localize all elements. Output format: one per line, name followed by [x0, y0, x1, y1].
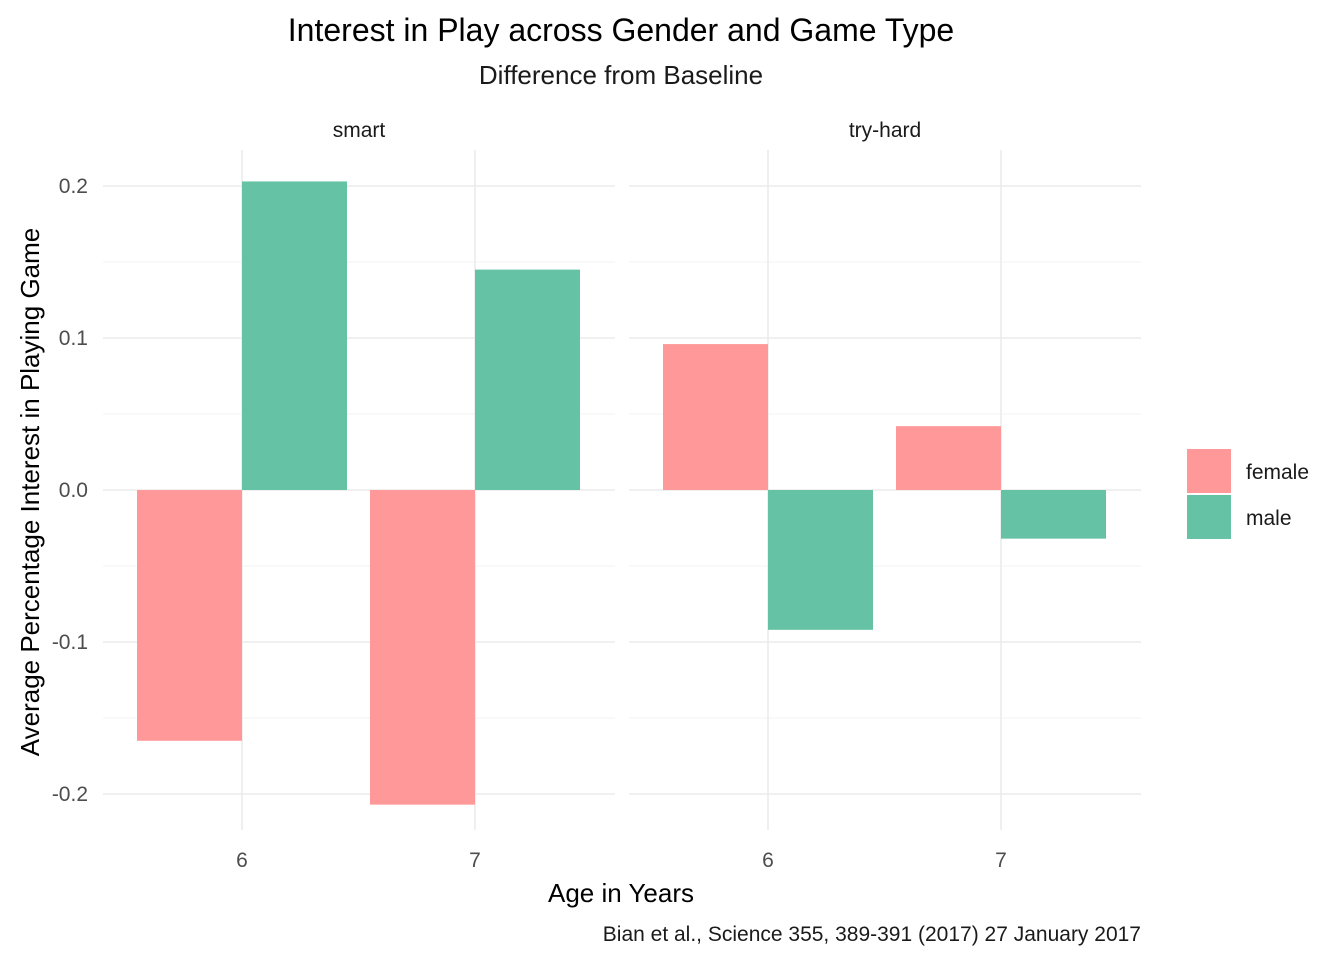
- bar-try-hard-male-6: [768, 490, 873, 630]
- chart-subtitle: Difference from Baseline: [479, 60, 763, 90]
- bar-smart-male-6: [242, 181, 347, 490]
- x-tick-label: 6: [762, 849, 774, 872]
- legend-label-female: female: [1246, 461, 1309, 484]
- chart-title: Interest in Play across Gender and Game …: [288, 12, 954, 48]
- x-tick-label: 7: [469, 849, 481, 872]
- legend-key-female: [1187, 449, 1231, 493]
- y-axis: -0.2 -0.1 0.0 0.1 0.2: [52, 175, 88, 806]
- y-tick-label: 0.1: [59, 327, 88, 350]
- y-tick-label: -0.1: [52, 631, 88, 654]
- x-axis-title: Age in Years: [548, 878, 694, 908]
- y-axis-title: Average Percentage Interest in Playing G…: [15, 228, 45, 757]
- legend-key-male: [1187, 495, 1231, 539]
- y-tick-label: 0.2: [59, 175, 88, 198]
- bar-smart-male-7: [475, 269, 580, 490]
- y-tick-label: -0.2: [52, 783, 88, 806]
- bar-try-hard-female-7: [896, 426, 1001, 490]
- panel-smart: smart 6 7: [103, 119, 615, 872]
- strip-label-try-hard: try-hard: [849, 119, 921, 142]
- x-tick-label: 7: [995, 849, 1007, 872]
- chart-caption: Bian et al., Science 355, 389-391 (2017)…: [603, 923, 1141, 946]
- bar-try-hard-female-6: [663, 344, 768, 490]
- bar-smart-female-7: [370, 490, 475, 805]
- panels: smart 6 7 try-hard 6 7: [103, 119, 1141, 872]
- panel-try-hard: try-hard 6 7: [629, 119, 1141, 872]
- strip-label-smart: smart: [333, 119, 386, 142]
- x-tick-label: 6: [236, 849, 248, 872]
- y-tick-label: 0.0: [59, 479, 88, 502]
- legend: female male: [1187, 449, 1309, 539]
- bar-try-hard-male-7: [1001, 490, 1106, 539]
- legend-label-male: male: [1246, 507, 1292, 530]
- bar-smart-female-6: [137, 490, 242, 741]
